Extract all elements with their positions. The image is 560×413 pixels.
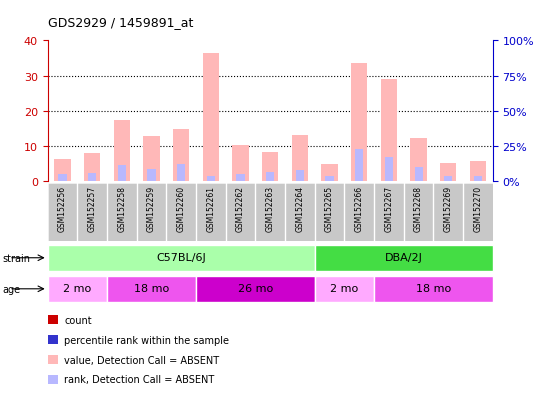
Text: GSM152263: GSM152263	[265, 185, 275, 232]
Bar	[203, 54, 219, 182]
Bar	[266, 173, 274, 182]
Bar	[114, 120, 130, 182]
Text: GSM152262: GSM152262	[236, 185, 245, 231]
Text: DBA/2J: DBA/2J	[385, 253, 423, 263]
Bar	[474, 176, 482, 182]
Bar	[262, 153, 278, 182]
Bar	[381, 80, 397, 182]
Bar	[315, 276, 374, 302]
Bar	[410, 139, 427, 182]
Bar	[84, 154, 100, 182]
Bar	[444, 176, 452, 182]
Bar	[292, 136, 308, 182]
Bar	[54, 160, 71, 182]
Text: value, Detection Call = ABSENT: value, Detection Call = ABSENT	[64, 355, 220, 365]
Text: count: count	[64, 315, 92, 325]
Text: GSM152256: GSM152256	[58, 185, 67, 232]
Bar	[88, 174, 96, 182]
Text: GSM152258: GSM152258	[117, 185, 127, 231]
Bar	[58, 175, 67, 182]
Bar	[143, 137, 160, 182]
Text: GSM152268: GSM152268	[414, 185, 423, 231]
Text: GSM152269: GSM152269	[444, 185, 453, 232]
Bar	[173, 130, 189, 182]
Text: 26 mo: 26 mo	[238, 284, 273, 294]
Text: 2 mo: 2 mo	[330, 284, 358, 294]
Text: GDS2929 / 1459891_at: GDS2929 / 1459891_at	[48, 16, 193, 29]
Bar	[296, 171, 304, 182]
Text: C57BL/6J: C57BL/6J	[156, 253, 206, 263]
Bar	[470, 161, 486, 182]
Bar	[374, 276, 493, 302]
Bar	[118, 166, 126, 182]
Bar	[321, 165, 338, 182]
Bar	[440, 163, 456, 182]
Bar	[147, 169, 156, 182]
Text: GSM152270: GSM152270	[473, 185, 483, 232]
Text: age: age	[3, 284, 21, 294]
Text: GSM152261: GSM152261	[206, 185, 216, 231]
Text: GSM152265: GSM152265	[325, 185, 334, 232]
Bar	[236, 175, 245, 182]
Bar	[232, 146, 249, 182]
Text: rank, Detection Call = ABSENT: rank, Detection Call = ABSENT	[64, 375, 214, 385]
Bar	[351, 64, 367, 182]
Text: GSM152267: GSM152267	[384, 185, 394, 232]
Bar	[385, 157, 393, 182]
Bar	[48, 245, 315, 271]
Text: GSM152260: GSM152260	[176, 185, 186, 232]
Bar	[196, 276, 315, 302]
Text: GSM152257: GSM152257	[87, 185, 97, 232]
Bar	[177, 164, 185, 182]
Bar	[414, 168, 423, 182]
Text: GSM152266: GSM152266	[354, 185, 364, 232]
Bar	[207, 176, 215, 182]
Bar	[325, 176, 334, 182]
Bar	[48, 276, 107, 302]
Text: strain: strain	[3, 253, 31, 263]
Text: GSM152264: GSM152264	[295, 185, 305, 232]
Bar	[315, 245, 493, 271]
Text: percentile rank within the sample: percentile rank within the sample	[64, 335, 230, 345]
Text: 18 mo: 18 mo	[416, 284, 451, 294]
Text: 2 mo: 2 mo	[63, 284, 91, 294]
Text: GSM152259: GSM152259	[147, 185, 156, 232]
Bar	[107, 276, 196, 302]
Bar	[355, 150, 363, 182]
Text: 18 mo: 18 mo	[134, 284, 169, 294]
